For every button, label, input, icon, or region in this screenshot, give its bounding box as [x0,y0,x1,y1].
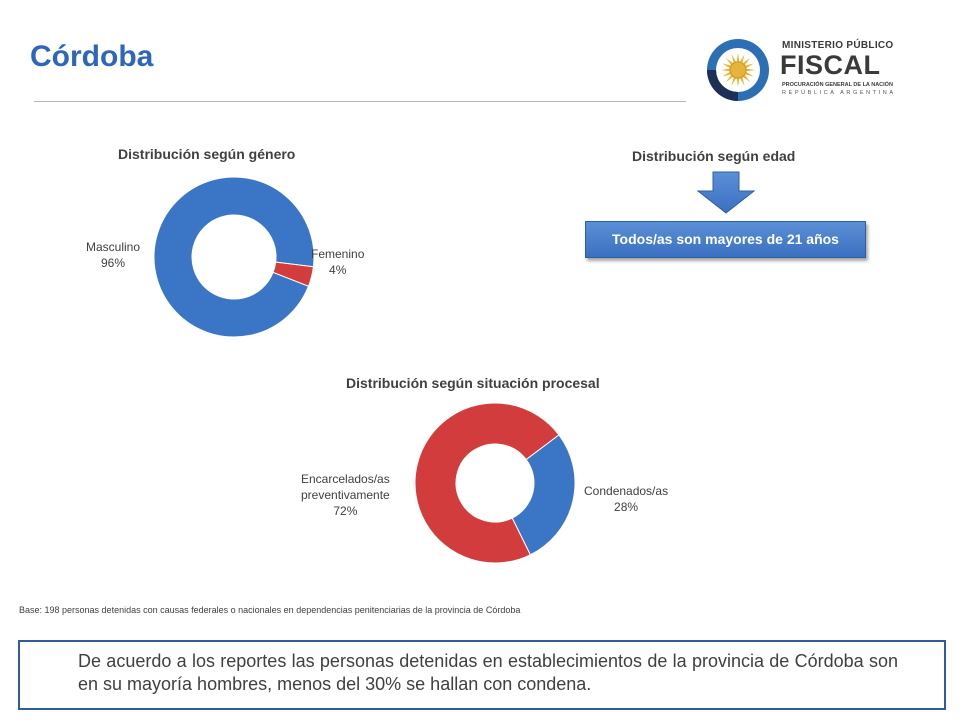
summary-box: De acuerdo a los reportes las personas d… [18,640,946,710]
genero-slice-femenino [272,261,314,287]
title-divider [34,101,686,102]
slice-percent-encarcelados: 72% [333,504,358,518]
logo-line-republica: REPÚBLICA ARGENTINA [782,90,896,96]
donut-chart-genero [153,176,315,338]
situacion-slice-encarceladosas [414,402,560,564]
slice-name-encarcelados-line1: Encarcelados/as [301,472,390,486]
slice-percent-femenino: 4% [329,263,347,277]
situacion-slice-condenadosas [511,434,576,556]
slice-label-femenino: Femenino 4% [311,246,364,278]
slice-name-condenados: Condenados/as [584,484,669,498]
donut-chart-situacion [414,402,576,564]
slice-label-masculino: Masculino 96% [86,239,140,271]
down-arrow-icon [697,171,756,214]
age-title: Distribución según edad [632,148,796,164]
genero-slice-masculino [153,176,315,338]
slice-name-encarcelados-line2: preventivamente [301,488,390,502]
page-title: Córdoba [30,40,154,73]
slice-percent-condenados: 28% [614,500,639,514]
chart-title-situacion: Distribución según situación procesal [346,375,600,391]
slice-percent-masculino: 96% [101,256,126,270]
age-summary-box: Todos/as son mayores de 21 años [585,221,866,258]
base-footnote: Base: 198 personas detenidas con causas … [19,605,521,615]
logo-line-ministerio: MINISTERIO PÚBLICO [782,40,894,51]
slice-label-condenados: Condenados/as 28% [584,483,668,515]
slice-name-masculino: Masculino [86,240,141,254]
logo-line-fiscal: FISCAL [780,50,881,80]
chart-title-genero: Distribución según género [118,146,296,162]
logo-line-procuracion: PROCURACIÓN GENERAL DE LA NACIÓN [782,82,893,88]
logo-emblem-icon [707,39,769,101]
slice-label-encarcelados: Encarcelados/as preventivamente 72% [301,471,390,519]
summary-text: De acuerdo a los reportes las personas d… [78,651,898,694]
ministerio-logo: MINISTERIO PÚBLICO FISCAL PROCURACIÓN GE… [704,36,894,106]
slice-name-femenino: Femenino [311,247,365,261]
